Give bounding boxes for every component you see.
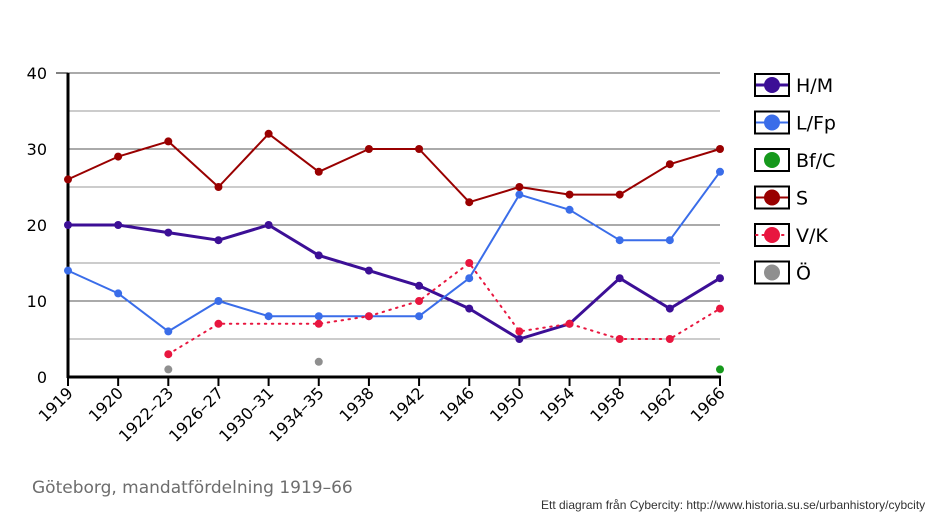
legend-marker-h-m <box>764 77 780 93</box>
data-point-h-m <box>114 221 123 229</box>
data-point-s <box>364 145 373 153</box>
data-point-l-fp <box>665 236 674 245</box>
data-point-v-k <box>665 335 674 343</box>
y-tick-label: 30 <box>27 140 47 159</box>
data-point-h-m <box>716 274 724 283</box>
series-line-l-fp <box>67 171 721 333</box>
legend-marker-s <box>764 189 780 206</box>
data-point-v-k <box>615 335 624 343</box>
x-tick-label: 1934–35 <box>265 383 327 445</box>
data-point-l-fp <box>565 205 574 214</box>
legend-marker-v-k <box>764 227 780 243</box>
x-tick-label: 1938 <box>336 383 378 425</box>
data-point-h-m <box>615 274 624 283</box>
data-point-h-m <box>465 304 474 313</box>
data-point-- <box>314 357 323 366</box>
legend: H/M L/Fp Bf/C S V/K Ö <box>754 73 836 285</box>
data-point-v-k <box>415 297 424 305</box>
data-point-l-fp <box>164 327 173 336</box>
data-point-v-k <box>314 319 323 328</box>
x-tick-label: 1946 <box>436 383 478 425</box>
legend-label--: Ö <box>796 262 811 285</box>
series-line-s <box>67 132 721 204</box>
data-point-s <box>314 167 323 176</box>
data-point-h-m <box>314 251 323 260</box>
data-point-bf-c <box>716 365 724 374</box>
legend-marker-l-fp <box>764 114 780 131</box>
series-line-h-m <box>68 223 721 341</box>
y-tick-labels: 0 10 20 30 40 <box>27 64 47 387</box>
data-point-v-k <box>565 319 574 328</box>
data-point-l-fp <box>515 190 524 199</box>
data-point-s <box>264 129 273 138</box>
x-tick-label: 1966 <box>687 383 729 425</box>
data-point-s <box>114 152 123 161</box>
source-credit: Ett diagram från Cybercity: http://www.h… <box>541 498 926 512</box>
legend-marker-- <box>764 264 780 281</box>
data-point-l-fp <box>264 312 273 321</box>
data-point-s <box>415 145 424 153</box>
data-point-v-k <box>214 319 223 328</box>
data-point-h-m <box>64 221 72 229</box>
data-point-s <box>164 137 173 146</box>
data-point-l-fp <box>465 274 474 283</box>
data-point-h-m <box>665 304 674 313</box>
data-point-s <box>214 183 223 191</box>
data-point-s <box>565 190 574 199</box>
legend-label-h-m: H/M <box>796 75 833 97</box>
data-point-v-k <box>515 327 524 336</box>
data-point-- <box>164 365 173 374</box>
data-point-l-fp <box>716 167 724 176</box>
data-point-l-fp <box>314 312 323 321</box>
data-point-l-fp <box>114 289 123 298</box>
x-tick-label: 1920 <box>85 383 127 425</box>
data-point-h-m <box>515 335 524 343</box>
chart-caption: Göteborg, mandatfördelning 1919–66 <box>32 478 353 498</box>
y-tick-label: 20 <box>27 216 47 235</box>
data-point-v-k <box>164 350 173 359</box>
data-point-s <box>465 198 474 207</box>
plot-area <box>64 129 724 374</box>
data-point-l-fp <box>615 236 624 245</box>
data-point-s <box>515 183 524 191</box>
x-tick-label: 1942 <box>386 383 428 425</box>
data-point-h-m <box>214 236 223 245</box>
data-point-s <box>716 145 724 153</box>
data-point-s <box>64 175 72 184</box>
data-point-h-m <box>364 266 373 275</box>
data-point-v-k <box>364 312 373 321</box>
x-tick-label: 1919 <box>35 383 77 425</box>
data-point-s <box>665 160 674 169</box>
series-line-v-k <box>167 262 721 356</box>
data-point-s <box>615 190 624 199</box>
gridlines <box>68 72 720 340</box>
data-point-h-m <box>164 228 173 237</box>
y-tick-label: 10 <box>27 292 47 311</box>
data-point-h-m <box>415 281 424 290</box>
legend-label-s: S <box>796 188 808 210</box>
data-point-v-k <box>465 259 474 267</box>
legend-label-v-k: V/K <box>796 225 828 247</box>
x-tick-label: 1962 <box>636 383 678 425</box>
y-tick-label: 40 <box>27 64 47 83</box>
x-tick-label: 1958 <box>586 383 628 425</box>
x-tick-label: 1954 <box>536 383 578 425</box>
legend-label-l-fp: L/Fp <box>796 113 836 135</box>
y-tick-label: 0 <box>37 368 47 387</box>
x-tick-label: 1950 <box>486 383 528 425</box>
data-point-l-fp <box>214 297 223 305</box>
data-point-v-k <box>716 304 724 313</box>
data-point-h-m <box>264 221 273 229</box>
legend-marker-bf-c <box>764 152 780 168</box>
data-point-l-fp <box>64 266 72 275</box>
legend-label-bf-c: Bf/C <box>796 150 835 172</box>
data-point-l-fp <box>415 312 424 321</box>
